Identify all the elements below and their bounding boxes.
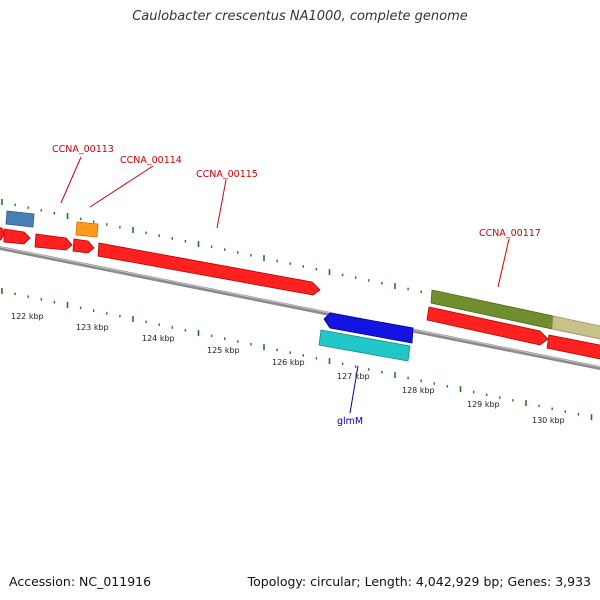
feature-blue-1[interactable] (5, 210, 35, 228)
label-glmm[interactable]: glmM (337, 416, 363, 427)
kbp-label-124: 124 kbp (142, 334, 175, 343)
leader-ccna-00117 (497, 238, 510, 288)
map-title: Caulobacter crescentus NA1000, complete … (132, 9, 468, 24)
kbp-label-122: 122 kbp (11, 312, 44, 321)
feature-orange-1[interactable] (75, 221, 99, 238)
cds-arrow-2[interactable] (3, 228, 31, 245)
minus-arrow-blue[interactable] (323, 312, 414, 344)
genome-backbone-highlight (0, 246, 600, 368)
leader-ccna-00113 (60, 156, 82, 204)
label-ccna-00113[interactable]: CCNA_00113 (52, 144, 114, 155)
kbp-label-128: 128 kbp (402, 386, 435, 395)
cds-arrow-4[interactable] (72, 238, 95, 254)
genome-summary-text: Topology: circular; Length: 4,042,929 bp… (247, 574, 591, 589)
kbp-label-123: 123 kbp (76, 323, 109, 332)
cds-arrow-3[interactable] (34, 233, 73, 251)
leader-glmm (349, 365, 359, 414)
genome-backbone (0, 245, 600, 371)
kbp-label-129: 129 kbp (467, 400, 500, 409)
feature-khaki-1[interactable] (551, 315, 600, 341)
kbp-label-130: 130 kbp (532, 416, 565, 425)
cds-arrow-ccna-00115[interactable] (97, 242, 321, 296)
leader-ccna-00115 (216, 179, 227, 229)
cds-arrow-right-edge[interactable] (546, 334, 600, 361)
cds-arrow-ccna-00117[interactable] (426, 306, 549, 346)
kbp-label-126: 126 kbp (272, 358, 305, 367)
accession-text: Accession: NC_011916 (9, 574, 152, 589)
label-ccna-00114[interactable]: CCNA_00114 (120, 155, 182, 166)
kbp-label-125: 125 kbp (207, 346, 240, 355)
lower-tick-track (1, 288, 593, 421)
minus-feature-cyan-glmm[interactable] (318, 329, 411, 362)
kbp-label-127: 127 kbp (337, 372, 370, 381)
leader-ccna-00114 (89, 165, 154, 208)
cds-arrow-1[interactable] (0, 227, 5, 241)
label-ccna-00115[interactable]: CCNA_00115 (196, 169, 258, 180)
label-ccna-00117[interactable]: CCNA_00117 (479, 228, 541, 239)
